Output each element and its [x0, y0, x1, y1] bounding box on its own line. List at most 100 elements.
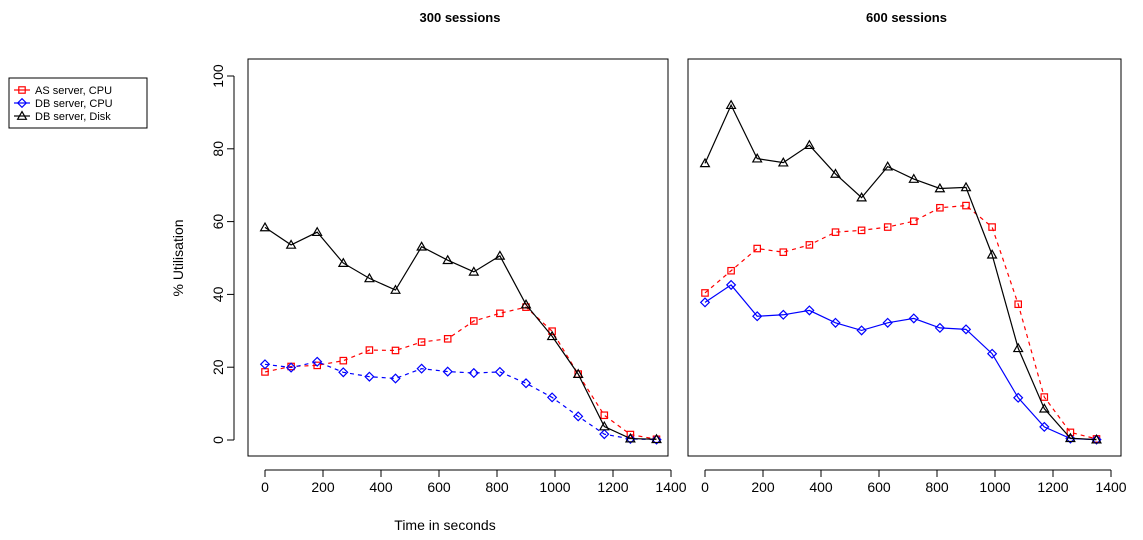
panel-2-x-tick-label: 600: [867, 479, 891, 495]
y-tick-label: 100: [210, 64, 226, 88]
legend-entry-label: DB server, CPU: [35, 98, 113, 110]
panel-2-series-2-point: [1013, 392, 1024, 403]
panel-1-series-1-point: [496, 309, 504, 318]
panel-1-series-3-point: [337, 257, 349, 267]
panel-1-series-1-point: [626, 430, 635, 439]
panel-1-series-3-point: [442, 254, 454, 265]
panel-2-series-3-point: [960, 181, 972, 192]
panel-1-series-3-point: [416, 241, 428, 251]
panel-2-series-1-point: [936, 203, 944, 212]
panel-2-frame: [687, 58, 1122, 457]
panel-2-series-3-point: [882, 161, 894, 171]
panel-2-series-2-point: [804, 305, 815, 316]
panel-1-series-2-point: [364, 371, 375, 382]
panel-1-series-3-point: [259, 221, 271, 232]
y-tick-label: 40: [210, 286, 226, 302]
panel-2-series-3-point: [751, 153, 763, 163]
panel-1-series-2-point: [494, 366, 506, 378]
panel-2-title: 600 sessions: [866, 10, 947, 25]
panel-1-series-1-point: [600, 411, 609, 420]
panel-2-series-2-point: [856, 325, 867, 336]
panel-2-series-1-point: [909, 217, 918, 226]
panel-1-series-1-point: [470, 317, 478, 325]
panel-2-series-3-point: [934, 182, 946, 193]
panel-1-series-2-point: [312, 356, 323, 367]
panel-2-x-tick-label: 400: [809, 479, 833, 495]
panel-1-series-3-point: [494, 250, 506, 260]
y-tick-label: 60: [210, 214, 226, 230]
panel-1-series-3-point: [624, 432, 636, 443]
panel-2-series-1-point: [701, 289, 709, 297]
panel-2-series-3-point: [803, 139, 815, 150]
panel-1-series-2-point: [468, 367, 479, 379]
panel-2-series-1-point: [805, 241, 814, 249]
panel-1-series-1-point: [443, 335, 452, 343]
panel-2-series-3-point: [1038, 403, 1050, 413]
y-tick-label: 0: [210, 436, 226, 444]
panel-2-series-1-point: [1040, 393, 1049, 401]
panel-1-x-tick-label: 1200: [597, 479, 628, 495]
panel-2-series-1-point: [779, 248, 788, 256]
panel-2-series-line-3: [704, 103, 1097, 441]
panel-2-x-tick-label: 1400: [1095, 479, 1126, 495]
panel-1-series-2-point: [338, 367, 349, 378]
panel-1-series-3-point: [546, 330, 558, 341]
panel-1-series-1-point: [391, 346, 400, 355]
panel-2-series-2-point: [960, 324, 972, 335]
panel-2-series-2-point: [1065, 433, 1076, 444]
panel-2-series-2-point: [934, 322, 946, 334]
panel-2-series-1-point: [883, 223, 892, 231]
panel-1-series-line-2: [264, 361, 657, 441]
panel-1-series-3-point: [598, 420, 610, 431]
panel-1-x-tick-label: 1400: [655, 479, 686, 495]
panel-2-series-2-point: [830, 317, 841, 328]
panel-1-series-3-point: [363, 272, 375, 283]
panel-2-series-3-point: [908, 173, 920, 183]
y-tick-label: 20: [210, 359, 226, 375]
panel-2-series-1-point: [857, 226, 866, 235]
panel-1-series-2-point: [285, 362, 297, 373]
y-axis-label: % Utilisation: [170, 219, 186, 296]
panel-1-series-2-point: [573, 411, 584, 422]
panel-2-series-3-point: [699, 157, 711, 168]
legend-triangle-icon: [16, 110, 28, 120]
x-axis-label: Time in seconds: [394, 517, 495, 533]
panel-1-x-tick-label: 600: [427, 479, 451, 495]
panel-2-series-2-point: [778, 309, 789, 320]
panel-2-series-2-point: [725, 279, 737, 291]
panel-2-series-3-point: [986, 249, 998, 259]
panel-1-series-3-point: [520, 298, 532, 309]
panel-2-series-1-point: [1014, 300, 1023, 309]
legend-entry-label: DB server, Disk: [35, 111, 111, 123]
legend-diamond-icon: [16, 97, 28, 109]
panel-1-x-tick-label: 800: [485, 479, 509, 495]
panel-2-series-3-point: [856, 191, 868, 202]
panel-1-series-2-point: [442, 366, 453, 377]
panel-1-series-3-point: [285, 239, 297, 249]
panel-1-series-2-point: [390, 373, 401, 384]
panel-1-series-3-point: [572, 368, 584, 379]
panel-1-series-2-point: [546, 392, 558, 403]
panel-2-series-1-point: [727, 266, 735, 275]
panel-2-series-1-point: [831, 228, 840, 236]
panel-2-series-line-1: [704, 204, 1097, 440]
panel-2-series-1-point: [962, 201, 970, 210]
panel-1-x-tick-label: 400: [369, 479, 393, 495]
panel-1-series-2-point: [599, 429, 610, 440]
panel-1-series-3-point: [390, 284, 401, 294]
panel-2-series-3-point: [777, 157, 789, 167]
panel-1-series-1-point: [548, 327, 556, 335]
panel-2-series-2-point: [752, 311, 763, 322]
y-tick-label: 80: [210, 141, 226, 157]
panel-1-series-3-point: [311, 226, 323, 237]
panel-1-frame: [247, 58, 669, 457]
panel-2-series-1-point: [988, 223, 996, 231]
panel-1-x-tick-label: 1000: [539, 479, 570, 495]
panel-1-title: 300 sessions: [420, 10, 501, 25]
panel-1-series-3-point: [651, 433, 662, 444]
panel-1-series-2-point: [259, 359, 271, 370]
panel-1-series-1-point: [339, 356, 348, 365]
panel-1-series-3-point: [468, 266, 480, 276]
legend-entry-label: AS server, CPU: [35, 85, 112, 97]
